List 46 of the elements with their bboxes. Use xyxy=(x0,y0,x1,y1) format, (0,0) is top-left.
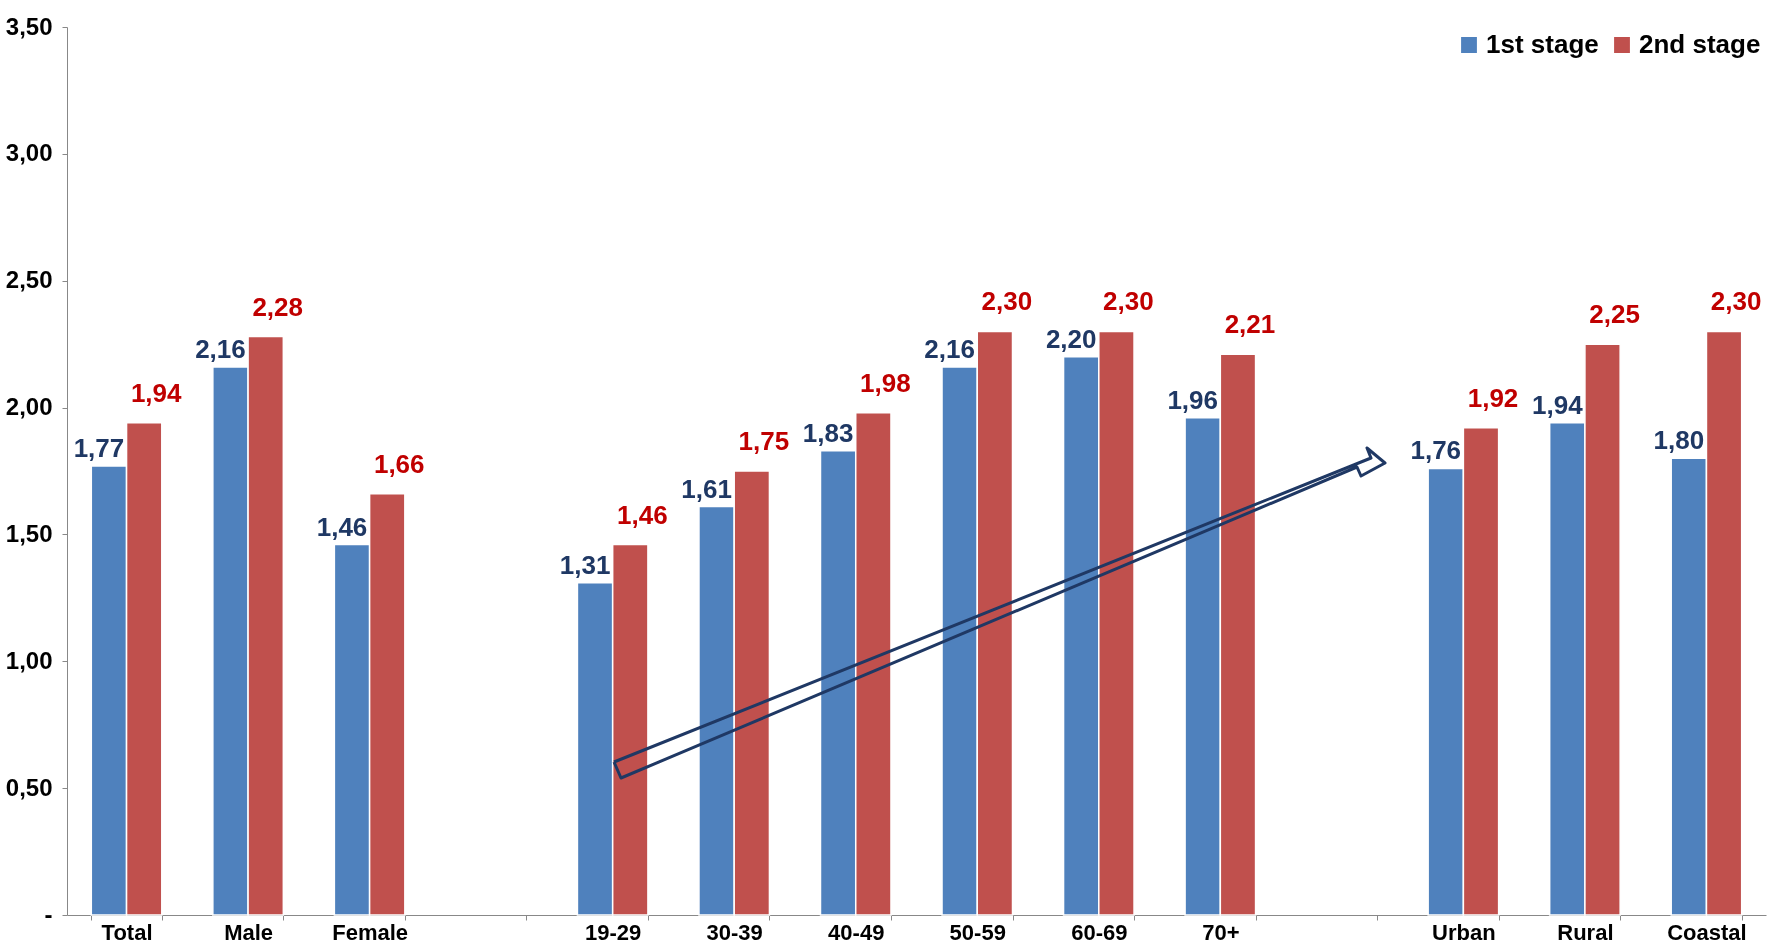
x-tick-label: 30-39 xyxy=(706,919,763,945)
y-tick-label: 0,50 xyxy=(5,773,53,801)
x-tick-label: Female xyxy=(332,919,409,945)
data-label: 1,46 xyxy=(616,499,668,530)
data-label: 1,76 xyxy=(1410,435,1462,466)
y-tick-label: 1,00 xyxy=(5,646,53,674)
data-label: 1,92 xyxy=(1467,382,1519,413)
y-tick-label: 3,50 xyxy=(5,12,53,40)
data-label: 2,16 xyxy=(195,333,246,364)
data-label: 2,28 xyxy=(252,291,304,322)
x-tick-label: 70+ xyxy=(1202,919,1240,945)
data-label: 2,30 xyxy=(1103,286,1154,317)
data-label: 2,25 xyxy=(1589,299,1640,330)
data-label: 2,16 xyxy=(924,333,975,364)
data-label: 1,83 xyxy=(802,417,854,448)
x-tick-label: 40-49 xyxy=(828,919,885,945)
y-tick-label: 3,00 xyxy=(5,139,53,167)
x-tick-label: 50-59 xyxy=(949,919,1006,945)
x-tick-label: 60-69 xyxy=(1071,919,1128,945)
y-tick-label: 1,50 xyxy=(5,519,53,547)
data-label: 1,96 xyxy=(1167,384,1219,415)
data-label: 1,77 xyxy=(73,432,125,463)
x-tick-label: Coastal xyxy=(1667,919,1747,945)
legend-label: 2nd stage xyxy=(1639,29,1761,59)
x-tick-label: 19-29 xyxy=(585,919,642,945)
legend-label: 1st stage xyxy=(1486,29,1599,59)
y-tick-label: 2,50 xyxy=(5,266,53,294)
y-tick-label: - xyxy=(44,900,53,928)
data-label: 1,80 xyxy=(1653,425,1705,456)
data-label: 1,61 xyxy=(681,473,732,504)
x-tick-label: Male xyxy=(224,919,274,945)
data-label: 1,31 xyxy=(559,549,611,580)
data-label: 2,21 xyxy=(1224,309,1276,340)
data-label: 2,30 xyxy=(981,286,1033,317)
data-label: 1,98 xyxy=(860,367,911,398)
x-tick-label: Urban xyxy=(1432,919,1496,945)
data-label: 1,66 xyxy=(373,448,425,479)
data-label: 1,46 xyxy=(316,511,368,542)
data-label: 1,75 xyxy=(738,426,790,456)
data-label: 1,94 xyxy=(130,377,183,408)
x-tick-label: Total xyxy=(101,919,153,945)
data-label: 1,94 xyxy=(1531,389,1584,420)
data-label: 2,30 xyxy=(1710,286,1762,317)
data-label: 2,20 xyxy=(1045,323,1097,354)
y-tick-label: 2,00 xyxy=(5,393,53,421)
x-tick-label: Rural xyxy=(1557,919,1614,945)
